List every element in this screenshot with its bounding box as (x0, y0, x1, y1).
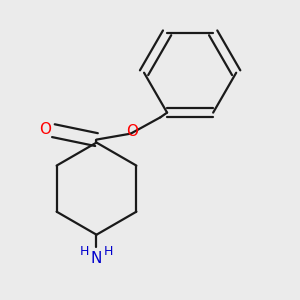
Text: N: N (91, 251, 102, 266)
Text: H: H (104, 244, 113, 258)
Text: O: O (39, 122, 51, 137)
Text: O: O (126, 124, 138, 139)
Text: H: H (80, 244, 89, 258)
